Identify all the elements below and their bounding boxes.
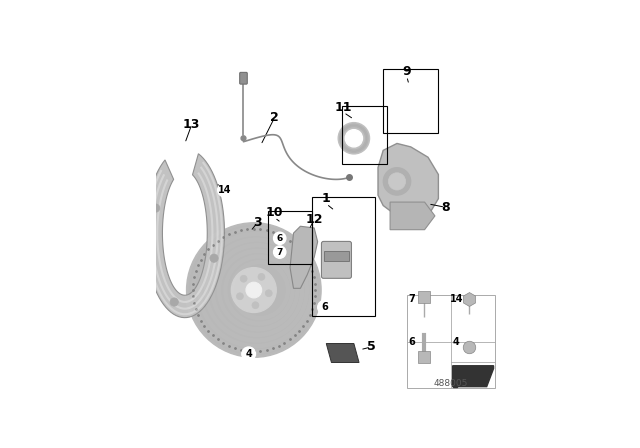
Polygon shape xyxy=(326,344,359,362)
Text: 4: 4 xyxy=(453,337,460,347)
Text: 10: 10 xyxy=(266,206,284,219)
Circle shape xyxy=(273,232,286,245)
Bar xyxy=(323,251,349,261)
Text: 6: 6 xyxy=(408,337,415,347)
Text: 3: 3 xyxy=(253,216,262,229)
Polygon shape xyxy=(145,154,225,318)
Bar xyxy=(268,211,312,264)
Bar xyxy=(406,295,495,388)
Circle shape xyxy=(242,347,255,361)
Text: 9: 9 xyxy=(403,65,411,78)
Circle shape xyxy=(240,275,247,282)
Circle shape xyxy=(388,173,406,190)
Polygon shape xyxy=(452,366,493,387)
FancyBboxPatch shape xyxy=(240,73,247,84)
Text: 12: 12 xyxy=(305,213,323,226)
Circle shape xyxy=(218,183,232,197)
Text: 5: 5 xyxy=(367,340,376,353)
Text: 7: 7 xyxy=(408,294,415,304)
Circle shape xyxy=(152,204,160,212)
Text: 6: 6 xyxy=(321,302,328,312)
Circle shape xyxy=(339,123,369,154)
Text: 14: 14 xyxy=(449,294,463,304)
Circle shape xyxy=(317,301,332,314)
Bar xyxy=(342,105,387,164)
Circle shape xyxy=(345,129,362,147)
Text: 8: 8 xyxy=(441,201,449,214)
Text: 13: 13 xyxy=(183,118,200,131)
Ellipse shape xyxy=(187,223,321,358)
Circle shape xyxy=(266,290,272,297)
Text: 1: 1 xyxy=(322,192,331,205)
Circle shape xyxy=(252,302,259,309)
Polygon shape xyxy=(378,143,438,223)
Text: 2: 2 xyxy=(270,111,279,124)
Polygon shape xyxy=(290,226,317,289)
Circle shape xyxy=(170,298,179,306)
Circle shape xyxy=(236,293,243,300)
Circle shape xyxy=(383,168,411,195)
Circle shape xyxy=(241,136,246,141)
Bar xyxy=(383,69,438,133)
Text: 14: 14 xyxy=(218,185,231,195)
FancyBboxPatch shape xyxy=(321,241,351,278)
Bar xyxy=(312,197,374,316)
Circle shape xyxy=(273,246,286,258)
Circle shape xyxy=(210,254,218,263)
Circle shape xyxy=(258,273,265,280)
Text: 488005: 488005 xyxy=(434,379,468,388)
Polygon shape xyxy=(390,202,435,230)
Text: 7: 7 xyxy=(276,248,283,257)
Circle shape xyxy=(232,267,276,313)
Circle shape xyxy=(246,282,262,298)
Text: 6: 6 xyxy=(276,234,283,243)
Text: 11: 11 xyxy=(335,101,352,114)
Text: 4: 4 xyxy=(245,349,252,359)
Polygon shape xyxy=(452,366,457,387)
